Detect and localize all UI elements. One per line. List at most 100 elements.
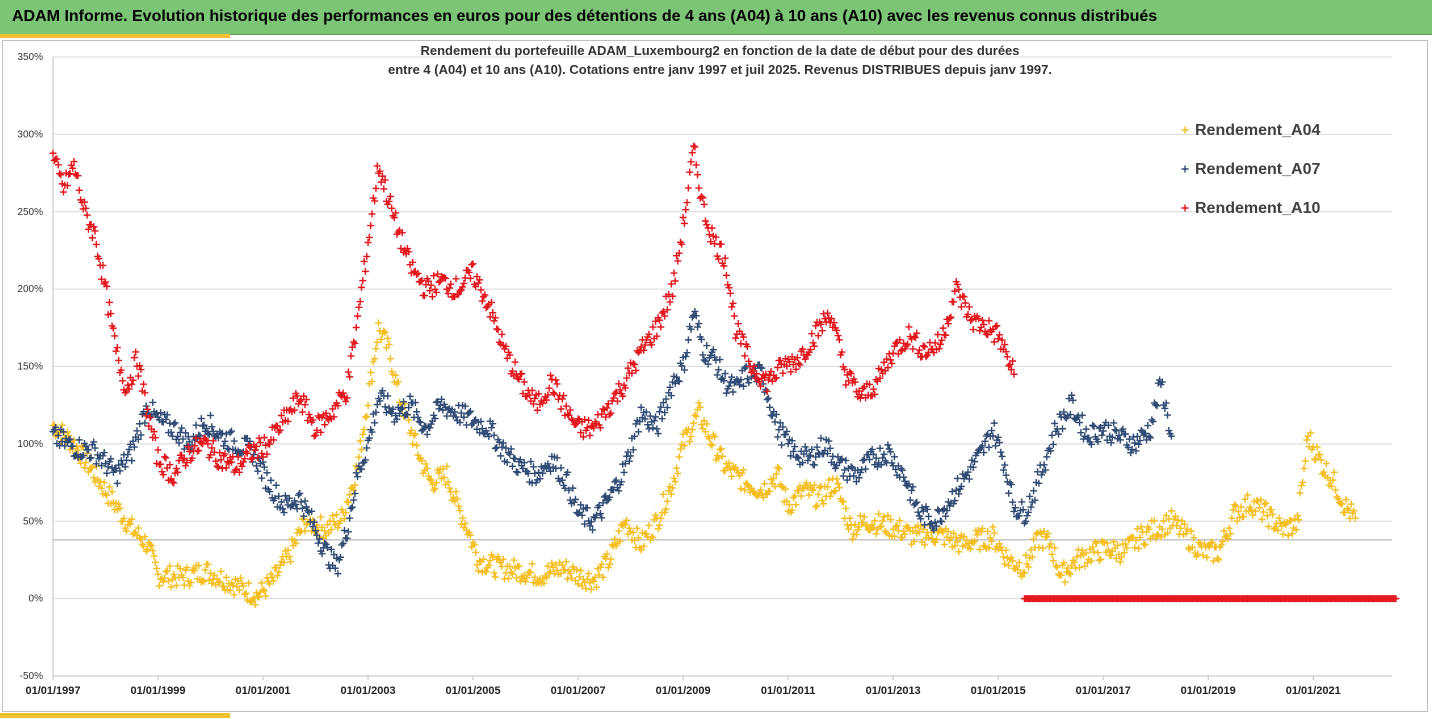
data-point xyxy=(523,573,531,581)
data-point xyxy=(1263,512,1271,520)
y-tick-label: -50% xyxy=(20,671,43,682)
data-point xyxy=(778,441,786,449)
data-point xyxy=(957,482,965,490)
data-point xyxy=(430,411,438,419)
data-point xyxy=(687,325,695,333)
data-point xyxy=(1131,544,1139,552)
data-point xyxy=(192,421,200,429)
data-point xyxy=(346,373,354,381)
data-point xyxy=(1190,534,1198,542)
data-point xyxy=(1069,396,1077,404)
data-point xyxy=(787,368,795,376)
data-point xyxy=(352,469,360,477)
data-point xyxy=(360,426,368,434)
data-point xyxy=(188,454,196,462)
data-point xyxy=(459,283,467,291)
data-point xyxy=(619,392,627,400)
data-point xyxy=(642,408,650,416)
data-point xyxy=(659,308,667,316)
data-point xyxy=(887,516,895,524)
data-point xyxy=(544,562,552,570)
data-point xyxy=(824,483,832,491)
data-point xyxy=(897,347,905,355)
data-point xyxy=(1049,440,1057,448)
data-point xyxy=(167,475,175,483)
data-point xyxy=(960,293,968,301)
data-point xyxy=(841,466,849,474)
data-point xyxy=(1157,533,1165,541)
data-point xyxy=(120,514,128,522)
data-point xyxy=(134,372,142,380)
data-point xyxy=(1135,545,1143,553)
data-point xyxy=(863,522,871,530)
data-point xyxy=(276,561,284,569)
data-point xyxy=(1005,489,1013,497)
data-point xyxy=(741,486,749,494)
data-point xyxy=(1122,540,1130,548)
data-point xyxy=(417,418,425,426)
data-point xyxy=(648,341,656,349)
data-point xyxy=(898,534,906,542)
data-point xyxy=(426,424,434,432)
data-point xyxy=(585,416,593,424)
data-point xyxy=(221,437,229,445)
data-point xyxy=(65,436,73,444)
x-tick-label: 01/01/2005 xyxy=(446,685,501,697)
data-point xyxy=(606,560,614,568)
data-point xyxy=(497,452,505,460)
data-point xyxy=(565,411,573,419)
data-point xyxy=(255,593,263,601)
data-point xyxy=(392,371,400,379)
data-point xyxy=(364,238,372,246)
data-point xyxy=(466,407,474,415)
data-point xyxy=(53,155,61,163)
data-point xyxy=(896,517,904,525)
data-point xyxy=(581,416,589,424)
data-point xyxy=(1001,341,1009,349)
data-point xyxy=(873,463,881,471)
data-point xyxy=(763,387,771,395)
data-point xyxy=(734,320,742,328)
data-point xyxy=(130,443,138,451)
data-point xyxy=(49,149,57,157)
data-point xyxy=(431,285,439,293)
data-point xyxy=(499,439,507,447)
data-point xyxy=(372,184,380,192)
data-point xyxy=(974,315,982,323)
data-point xyxy=(1278,522,1286,530)
data-point xyxy=(357,446,365,454)
data-point xyxy=(792,365,800,373)
data-point xyxy=(103,282,111,290)
data-point xyxy=(876,444,884,452)
data-point xyxy=(1146,434,1154,442)
data-point xyxy=(409,440,417,448)
data-point xyxy=(343,497,351,505)
data-point xyxy=(792,501,800,509)
data-point xyxy=(474,279,482,287)
data-point xyxy=(426,475,434,483)
data-point xyxy=(634,534,642,542)
data-point xyxy=(817,434,825,442)
data-point xyxy=(470,541,478,549)
data-point xyxy=(589,526,597,534)
data-point xyxy=(558,561,566,569)
data-point xyxy=(1237,503,1245,511)
data-point xyxy=(595,501,603,509)
data-point xyxy=(58,438,66,446)
data-point xyxy=(346,514,354,522)
data-point xyxy=(214,463,222,471)
data-point xyxy=(124,381,132,389)
x-tick-label: 01/01/2015 xyxy=(971,685,1026,697)
data-point xyxy=(350,338,358,346)
data-point xyxy=(66,435,74,443)
data-point xyxy=(1085,434,1093,442)
data-point xyxy=(96,478,104,486)
data-point xyxy=(57,171,65,179)
data-point xyxy=(1076,419,1084,427)
data-point xyxy=(743,343,751,351)
data-point xyxy=(144,405,152,413)
data-point xyxy=(1350,507,1358,515)
data-point xyxy=(1241,495,1249,503)
data-point xyxy=(511,455,519,463)
